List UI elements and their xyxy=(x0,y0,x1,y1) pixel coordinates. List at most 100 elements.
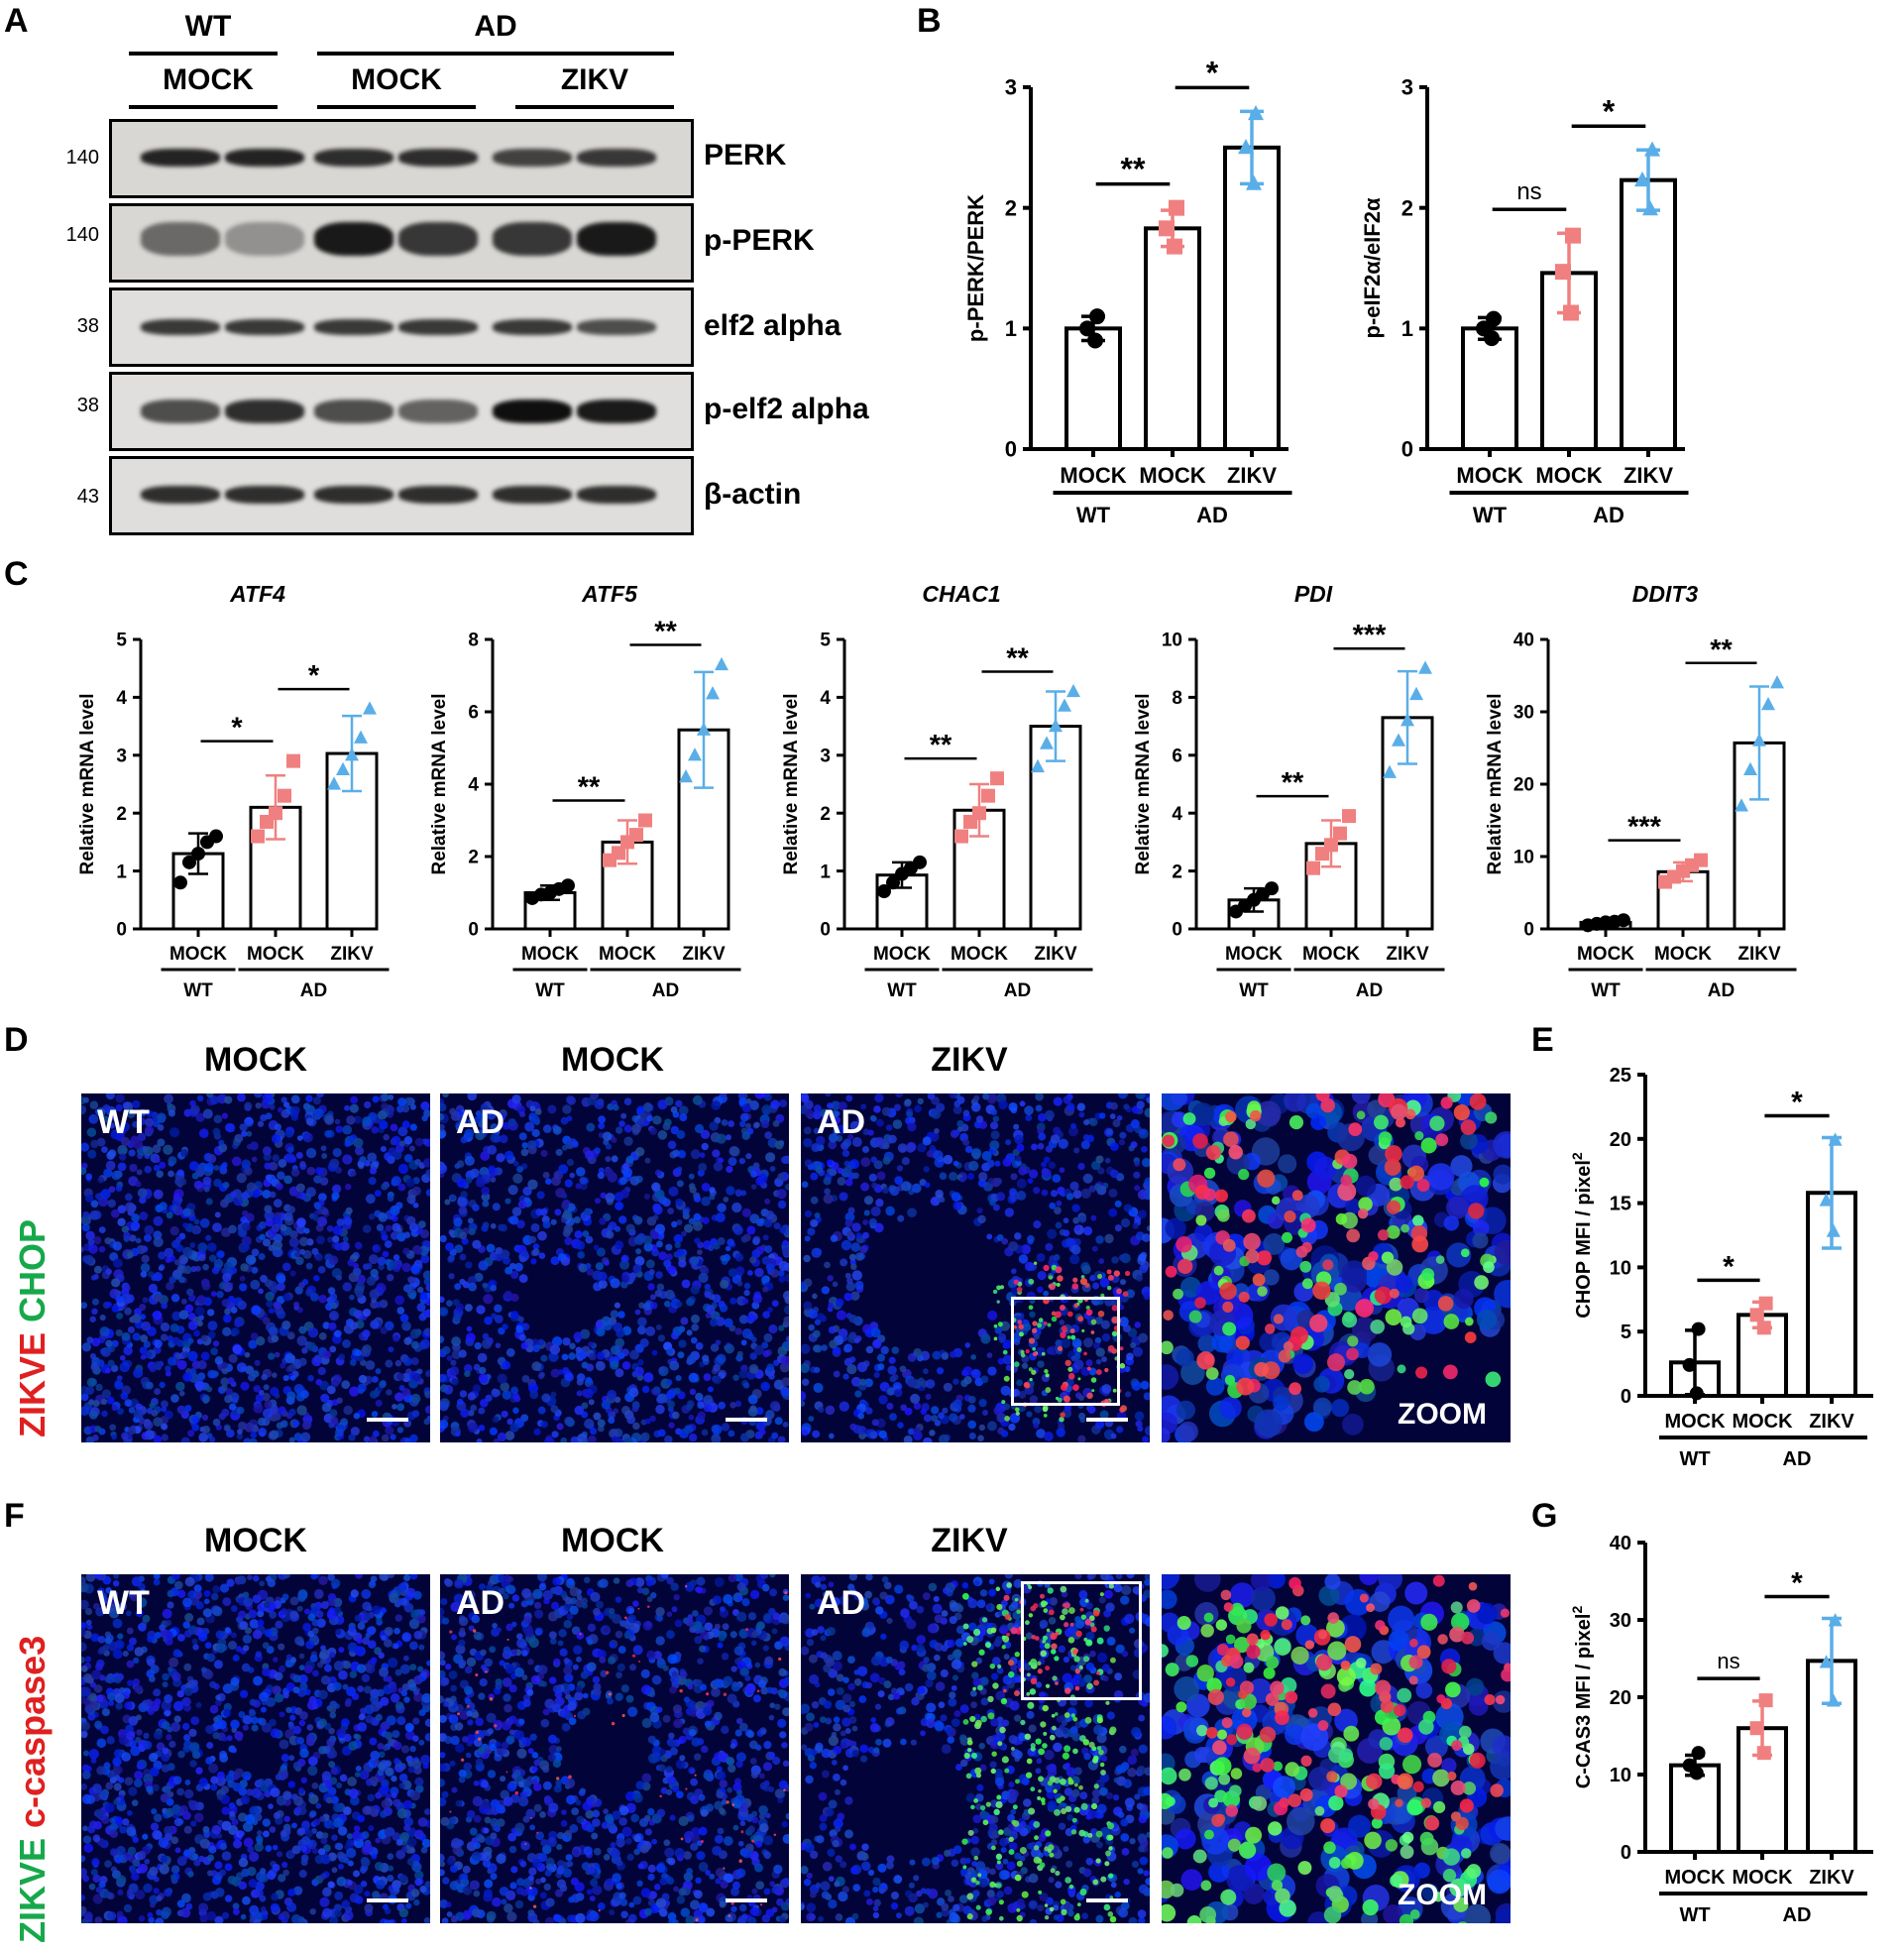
red-signal xyxy=(1368,1251,1379,1262)
nucleus xyxy=(697,1249,703,1255)
nucleus xyxy=(1097,1299,1104,1306)
nucleus xyxy=(253,1403,264,1414)
nucleus xyxy=(475,1130,486,1141)
nucleus xyxy=(510,1293,519,1303)
nucleus xyxy=(137,1188,148,1199)
nucleus xyxy=(325,1303,333,1312)
nucleus xyxy=(135,1609,144,1618)
y-tick-label: 30 xyxy=(1513,703,1534,724)
y-axis-label-sup: 2 xyxy=(1569,1606,1585,1614)
green-signal xyxy=(1056,1282,1061,1288)
blot-label-p-perk: p-PERK xyxy=(704,224,815,257)
nucleus xyxy=(1144,1177,1150,1187)
nucleus xyxy=(81,1721,90,1731)
nucleus xyxy=(702,1216,710,1224)
nucleus xyxy=(803,1137,813,1148)
nucleus xyxy=(1146,1096,1150,1104)
nucleus xyxy=(477,1352,488,1363)
nucleus xyxy=(336,1218,345,1226)
data-point xyxy=(336,761,350,775)
nucleus xyxy=(711,1100,722,1110)
group-wt-line xyxy=(129,52,278,56)
nucleus xyxy=(362,1601,372,1611)
red-signal xyxy=(1235,1335,1250,1350)
nucleus xyxy=(512,1173,523,1184)
green-signal xyxy=(1257,1286,1268,1297)
nucleus xyxy=(765,1152,776,1163)
x-tick-label: MOCK xyxy=(247,944,304,965)
nucleus xyxy=(490,1222,497,1229)
y-tick-label: 2 xyxy=(1005,195,1017,220)
nucleus xyxy=(997,1357,1005,1365)
nucleus xyxy=(440,1335,445,1343)
nucleus xyxy=(1108,1207,1118,1217)
nucleus xyxy=(121,1225,130,1233)
d-tag-1: WT xyxy=(97,1103,150,1141)
nucleus xyxy=(703,1395,714,1405)
nucleus xyxy=(181,1345,190,1354)
nucleus xyxy=(1095,1155,1104,1164)
green-signal xyxy=(1015,1407,1020,1413)
nucleus xyxy=(824,1261,831,1269)
nucleus xyxy=(619,1177,627,1185)
nucleus xyxy=(894,1176,904,1185)
nucleus xyxy=(391,1176,402,1187)
nucleus xyxy=(597,1172,605,1180)
green-signal xyxy=(1047,1322,1052,1327)
nucleus xyxy=(353,1137,364,1148)
green-signal xyxy=(1344,1369,1355,1380)
nucleus xyxy=(364,1100,372,1109)
nucleus xyxy=(454,1163,461,1170)
nucleus xyxy=(1137,1209,1147,1219)
nucleus xyxy=(632,1422,640,1431)
nucleus xyxy=(703,1403,713,1413)
nucleus xyxy=(1136,1274,1144,1282)
nucleus xyxy=(959,1414,965,1420)
nucleus xyxy=(996,1413,1007,1423)
group-label: AD xyxy=(1004,980,1031,1001)
nucleus xyxy=(815,1135,826,1146)
nucleus xyxy=(1077,1162,1085,1171)
nucleus xyxy=(518,1333,526,1341)
nucleus xyxy=(108,1122,115,1129)
nucleus xyxy=(472,1384,482,1393)
nucleus xyxy=(780,1386,789,1397)
nucleus xyxy=(368,1254,379,1265)
data-point xyxy=(251,829,265,844)
nucleus xyxy=(198,1128,209,1139)
nucleus xyxy=(663,1259,672,1268)
nucleus xyxy=(1055,1221,1063,1229)
nucleus xyxy=(390,1123,398,1132)
nucleus xyxy=(618,1215,627,1224)
nucleus xyxy=(839,1401,849,1412)
red-signal xyxy=(1214,1189,1228,1203)
significance-label: * xyxy=(1206,59,1219,90)
nucleus xyxy=(1053,1126,1062,1135)
nucleus xyxy=(1312,1397,1332,1417)
nucleus xyxy=(573,1331,583,1341)
data-point xyxy=(561,878,575,893)
nucleus xyxy=(101,1389,112,1399)
nucleus xyxy=(981,1150,992,1161)
y-axis-label: p-PERK/PERK xyxy=(963,194,988,342)
nucleus xyxy=(88,1243,98,1254)
y-tick-label: 0 xyxy=(1621,1386,1631,1408)
nucleus xyxy=(416,1368,423,1375)
nucleus xyxy=(769,1401,781,1412)
nucleus xyxy=(1472,1232,1489,1249)
nucleus xyxy=(843,1343,853,1353)
red-signal xyxy=(1063,1395,1070,1403)
nucleus xyxy=(242,1821,254,1832)
nucleus xyxy=(460,1117,468,1124)
nucleus xyxy=(561,1144,568,1151)
nucleus xyxy=(968,1432,976,1440)
nucleus xyxy=(425,1169,430,1178)
nucleus xyxy=(611,1155,618,1163)
nucleus xyxy=(290,1168,300,1178)
nucleus xyxy=(754,1267,764,1278)
nucleus xyxy=(133,1367,144,1379)
nucleus xyxy=(1081,1265,1091,1275)
blot-band xyxy=(398,486,478,504)
nucleus xyxy=(709,1121,719,1131)
nucleus xyxy=(269,1430,280,1440)
